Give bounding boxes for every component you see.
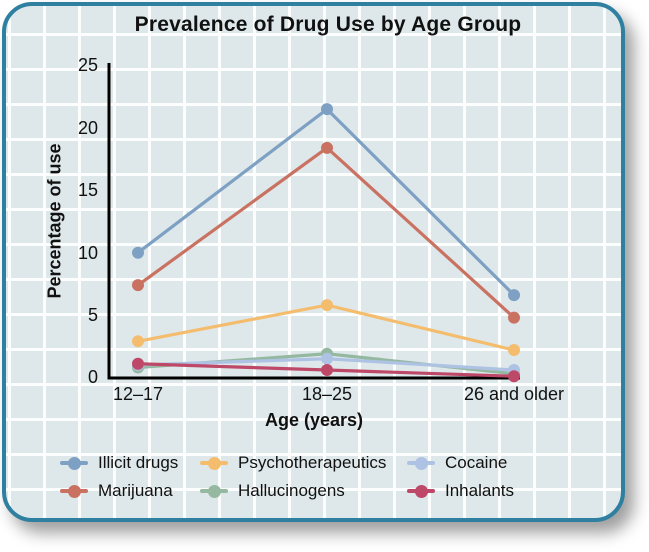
- legend-marker-psychotherapeutics-icon: [200, 456, 228, 470]
- point-illicit-drugs-2: [508, 289, 520, 302]
- legend-marker-dot: [207, 484, 221, 498]
- point-marijuana-1: [321, 141, 333, 154]
- y-tick-25: 25: [77, 55, 98, 75]
- point-psychotherapeutics-0: [132, 335, 144, 348]
- legend-label-hallucinogens: Hallucinogens: [238, 481, 345, 500]
- legend-label-marijuana: Marijuana: [98, 481, 173, 500]
- point-inhalants-1: [321, 364, 333, 377]
- legend-marker-dot: [207, 456, 221, 470]
- legend-marker-hallucinogens-icon: [200, 484, 228, 498]
- point-inhalants-0: [132, 357, 144, 370]
- point-cocaine-1: [321, 352, 333, 365]
- legend-marker-dot: [67, 456, 81, 470]
- point-marijuana-2: [508, 311, 520, 324]
- point-marijuana-0: [132, 279, 144, 292]
- point-psychotherapeutics-2: [508, 344, 520, 357]
- y-tick-0: 0: [87, 367, 98, 387]
- legend-label-illicit-drugs: Illicit drugs: [98, 453, 179, 472]
- point-illicit-drugs-0: [132, 246, 144, 259]
- legend-label-inhalants: Inhalants: [445, 481, 514, 500]
- x-tick-12-17: 12–17: [112, 384, 164, 404]
- legend-marker-dot: [67, 484, 81, 498]
- legend-item-marijuana: Marijuana: [60, 477, 200, 505]
- series-line-marijuana: [136, 145, 516, 320]
- legend-item-hallucinogens: Hallucinogens: [200, 477, 407, 505]
- x-tick-26-and-older: 26 and older: [463, 384, 565, 404]
- legend-marker-marijuana-icon: [60, 484, 88, 498]
- legend-item-illicit-drugs: Illicit drugs: [60, 449, 200, 477]
- point-inhalants-2: [508, 370, 520, 383]
- legend-marker-dot: [414, 456, 428, 470]
- x-tick-18-25: 18–25: [301, 384, 353, 404]
- legend-item-psychotherapeutics: Psychotherapeutics: [200, 449, 407, 477]
- y-tick-10: 10: [77, 243, 98, 263]
- series-line-psychotherapeutics: [136, 303, 516, 352]
- legend: Illicit drugs Psychotherapeutics Cocaine…: [60, 449, 597, 505]
- y-tick-15: 15: [77, 180, 98, 200]
- legend-marker-dot: [414, 484, 428, 498]
- legend-label-cocaine: Cocaine: [445, 453, 508, 472]
- legend-item-inhalants: Inhalants: [407, 477, 597, 505]
- y-tick-5: 5: [87, 305, 98, 325]
- point-psychotherapeutics-1: [321, 299, 333, 312]
- legend-marker-inhalants-icon: [407, 484, 435, 498]
- y-tick-20: 20: [77, 118, 98, 138]
- legend-marker-cocaine-icon: [407, 456, 435, 470]
- legend-marker-illicit-drugs-icon: [60, 456, 88, 470]
- x-axis-label: Age (years): [264, 410, 364, 430]
- legend-item-cocaine: Cocaine: [407, 449, 597, 477]
- point-illicit-drugs-1: [321, 103, 333, 116]
- legend-label-psychotherapeutics: Psychotherapeutics: [238, 453, 387, 472]
- chart-title: Prevalence of Drug Use by Age Group: [134, 13, 522, 36]
